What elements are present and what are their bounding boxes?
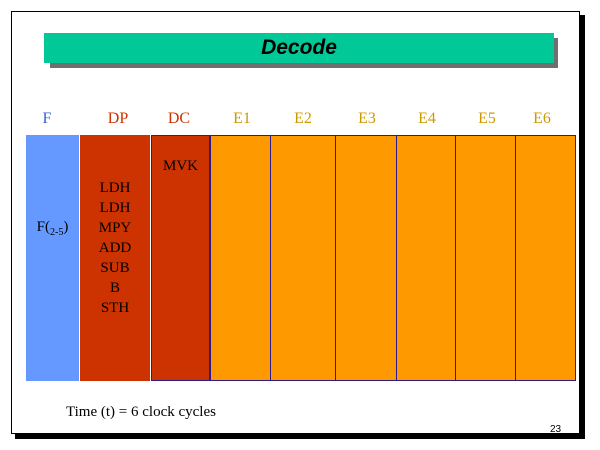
stage-label-dp: DP — [107, 110, 129, 127]
fetch-cell-subscript: 2-5 — [50, 227, 64, 238]
execute-column-e5 — [455, 135, 516, 381]
execute-column-e2 — [270, 135, 336, 381]
fetch-cell-paren-close: ) — [63, 219, 69, 235]
dispatch-instruction: LDH — [99, 200, 131, 216]
dispatch-instruction: B — [109, 280, 120, 296]
stage-label-e4: E4 — [418, 110, 436, 127]
decode-cell-label: MVK — [162, 158, 198, 174]
fetch-column — [26, 135, 79, 381]
stage-label-dc: DC — [167, 110, 191, 127]
fetch-cell-paren-open: ( — [45, 219, 50, 235]
fetch-cell-label: F(2-5) — [26, 219, 79, 238]
execute-column-e6 — [515, 135, 576, 381]
dispatch-instruction: SUB — [100, 260, 130, 276]
stage-label-e6: E6 — [533, 110, 551, 127]
decode-column — [151, 135, 210, 381]
dispatch-instruction-list: LDH LDH MPY ADD SUB B STH — [80, 178, 150, 318]
dispatch-instruction: ADD — [98, 240, 132, 256]
dispatch-column — [80, 135, 150, 381]
fetch-cell-main: F — [36, 219, 45, 235]
page-title: Decode — [261, 36, 337, 59]
page-number: 23 — [550, 424, 562, 435]
dispatch-instruction: LDH — [99, 180, 131, 196]
execute-column-e4 — [396, 135, 456, 381]
stage-label-e1: E1 — [233, 110, 251, 127]
stage-label-e2: E2 — [294, 110, 312, 127]
dispatch-instruction: MPY — [98, 220, 132, 236]
execute-column-e3 — [335, 135, 397, 381]
dispatch-instruction: STH — [100, 300, 130, 316]
stage-label-f: F — [42, 110, 52, 127]
stage-label-e5: E5 — [478, 110, 496, 127]
title-bar: Decode — [44, 33, 554, 63]
time-note: Time (t) = 6 clock cycles — [66, 404, 216, 420]
execute-column-e1 — [210, 135, 271, 381]
stage-label-e3: E3 — [358, 110, 376, 127]
